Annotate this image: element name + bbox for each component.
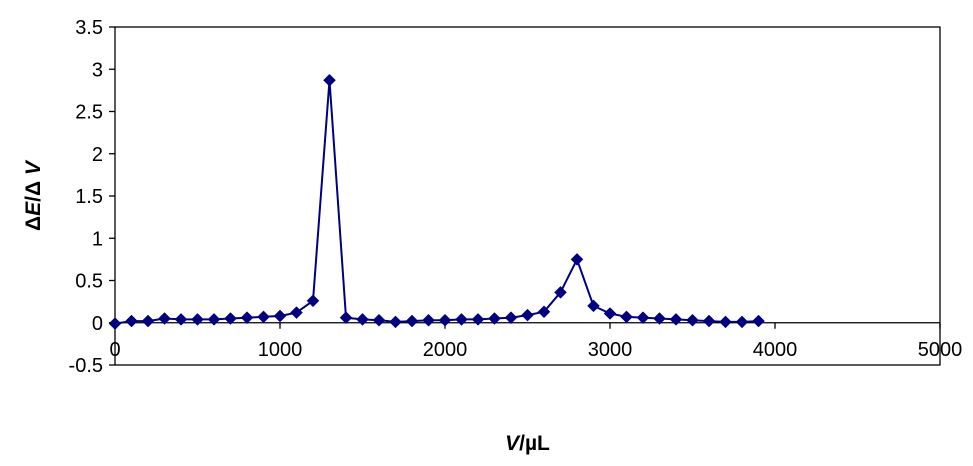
y-axis-title-v: V: [22, 159, 45, 175]
data-point-marker: [191, 313, 204, 326]
x-tick-label: 1000: [258, 339, 303, 361]
data-point-marker: [471, 313, 485, 326]
data-series: [108, 73, 765, 330]
y-tick-label: 0: [92, 313, 103, 335]
y-tick-label: 2: [92, 144, 103, 166]
plot-area: [114, 26, 941, 366]
y-axis: -0.5 0 0.5 1 1.5 2 2.5 3 3.5: [69, 17, 115, 377]
data-point-marker: [686, 313, 699, 327]
y-tick-label: 2.5: [75, 102, 103, 124]
y-tick-label: 3.5: [75, 17, 103, 39]
data-point-marker: [323, 73, 336, 87]
data-point-marker: [422, 313, 435, 327]
data-point-marker: [587, 299, 600, 313]
x-axis-title-italic: V: [505, 432, 521, 455]
data-point-marker: [554, 285, 567, 299]
y-tick-label: 0.5: [75, 271, 103, 293]
x-tick-label: 5000: [918, 339, 963, 361]
data-point-marker: [405, 314, 419, 328]
data-point-marker: [108, 317, 122, 330]
x-tick-label: 2000: [423, 339, 468, 361]
y-axis-title-delta-2: /Δ: [22, 175, 45, 202]
data-point-marker: [141, 314, 155, 328]
data-point-marker: [752, 314, 765, 328]
data-point-marker: [207, 313, 221, 326]
data-point-marker: [306, 294, 320, 308]
data-point-marker: [719, 315, 732, 329]
data-point-marker: [488, 312, 501, 325]
y-tick-label: 1.5: [75, 186, 103, 208]
data-point-marker: [603, 307, 617, 320]
data-point-marker: [389, 315, 402, 329]
x-tick-label: 3000: [588, 339, 633, 361]
data-point-marker: [158, 312, 171, 325]
data-point-marker: [521, 308, 534, 322]
y-axis-title: ΔE/Δ V: [22, 159, 45, 231]
data-point-marker: [537, 305, 551, 319]
data-point-marker: [620, 310, 633, 324]
data-point-marker: [653, 312, 666, 325]
y-tick-label: 1: [92, 228, 103, 250]
x-axis-title: V/µL: [505, 432, 550, 455]
data-point-marker: [570, 253, 584, 266]
x-axis: 0 1000 2000 3000 4000 5000: [109, 322, 963, 361]
y-axis-title-e: E: [22, 201, 45, 216]
data-point-marker: [257, 310, 270, 324]
data-point-marker: [356, 313, 369, 326]
data-point-marker: [273, 309, 287, 323]
data-point-marker: [669, 313, 683, 326]
data-point-marker: [240, 311, 254, 325]
x-axis-title-rest: /µL: [519, 432, 550, 455]
data-point-marker: [702, 314, 716, 328]
data-point-marker: [636, 311, 650, 325]
data-point-marker: [504, 311, 518, 325]
data-point-marker: [125, 314, 138, 328]
y-tick-label: -0.5: [69, 355, 103, 377]
series-line: [114, 79, 759, 325]
y-tick-label: 3: [92, 59, 103, 81]
data-point-marker: [339, 311, 353, 325]
y-axis-title-delta-1: Δ: [22, 216, 45, 231]
data-point-marker: [372, 313, 386, 327]
x-tick-label: 0: [109, 339, 120, 361]
x-tick-label: 4000: [753, 339, 798, 361]
data-point-marker: [438, 313, 452, 327]
data-point-marker: [290, 306, 303, 319]
data-point-marker: [224, 312, 237, 325]
data-point-marker: [174, 313, 188, 326]
data-point-marker: [455, 313, 468, 326]
data-point-marker: [735, 315, 749, 329]
